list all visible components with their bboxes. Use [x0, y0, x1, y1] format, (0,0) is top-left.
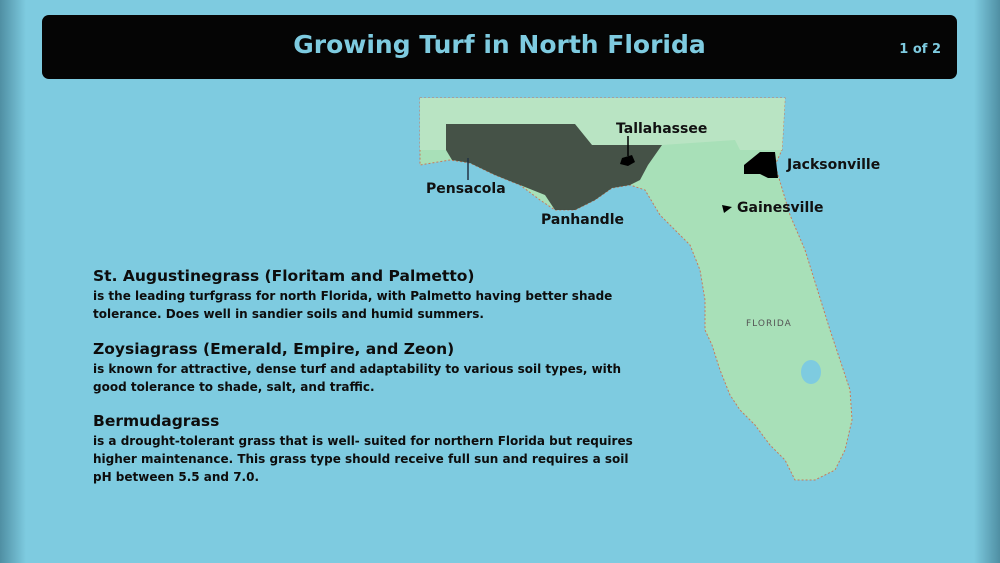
section-bermudagrass: Bermudagrass is a drought-tolerant grass… [93, 412, 633, 486]
jacksonville-area [744, 152, 778, 178]
label-tallahassee: Tallahassee [616, 121, 708, 137]
lake-okeechobee [801, 360, 821, 384]
panhandle-region [446, 124, 662, 210]
right-shadow [974, 0, 1000, 563]
left-shadow [0, 0, 26, 563]
section-heading: St. Augustinegrass (Floritam and Palmett… [93, 267, 475, 285]
section-body: is known for attractive, dense turf and … [93, 362, 622, 394]
georgia-alabama-land [420, 98, 785, 150]
page-indicator: 1 of 2 [899, 42, 941, 57]
gainesville-area [722, 205, 732, 213]
section-body: is a drought-tolerant grass that is well… [93, 434, 633, 484]
label-panhandle: Panhandle [541, 212, 624, 228]
header-bar: Growing Turf in North Florida 1 of 2 [42, 15, 957, 79]
section-heading: Zoysiagrass (Emerald, Empire, and Zeon) [93, 340, 455, 358]
label-florida: FLORIDA [746, 319, 792, 329]
section-st-augustinegrass: St. Augustinegrass (Floritam and Palmett… [93, 267, 633, 323]
page-title: Growing Turf in North Florida [293, 30, 706, 59]
tallahassee-area [620, 155, 635, 166]
section-body: is the leading turfgrass for north Flori… [93, 289, 613, 321]
section-zoysiagrass: Zoysiagrass (Emerald, Empire, and Zeon) … [93, 340, 633, 396]
label-pensacola: Pensacola [426, 181, 506, 197]
label-jacksonville: Jacksonville [787, 157, 881, 173]
florida-land [419, 97, 853, 481]
label-gainesville: Gainesville [737, 200, 824, 216]
section-heading: Bermudagrass [93, 412, 220, 430]
